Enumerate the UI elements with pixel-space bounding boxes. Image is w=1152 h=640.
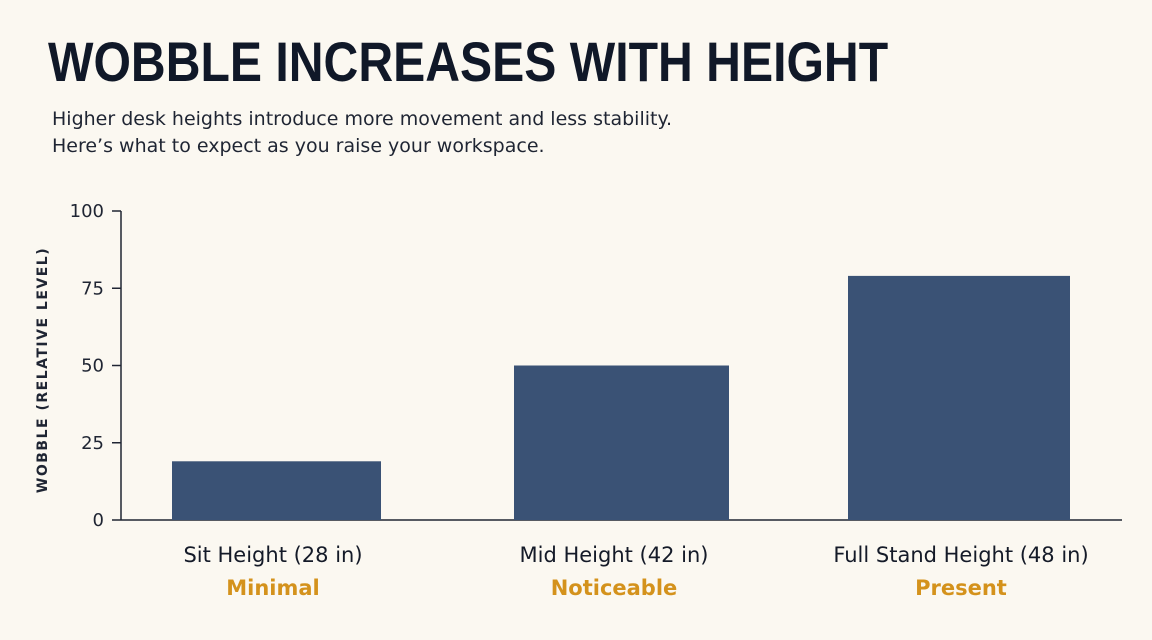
- y-axis-label: WOBBLE (RELATIVE LEVEL): [35, 247, 51, 493]
- x-category-sublabel: Present: [915, 576, 1007, 600]
- chart-title: WOBBLE INCREASES WITH HEIGHT: [48, 30, 889, 93]
- x-labels: Sit Height (28 in) Minimal Mid Height (42 …: [183, 543, 1088, 600]
- subtitle-line-1: Higher desk heights introduce more movem…: [52, 108, 673, 130]
- x-category-label: Mid Height (42 in): [520, 543, 709, 567]
- x-category-label: Sit Height (28 in): [183, 543, 362, 567]
- x-category-sublabel: Noticeable: [551, 576, 678, 600]
- y-tick-label: 75: [81, 278, 104, 299]
- y-tick-label: 50: [81, 356, 104, 377]
- chart-subtitle: Higher desk heights introduce more movem…: [52, 106, 672, 160]
- subtitle-line-2: Here’s what to expect as you raise your …: [52, 135, 545, 157]
- x-category-label: Full Stand Height (48 in): [833, 543, 1088, 567]
- x-category-sublabel: Minimal: [226, 576, 320, 600]
- y-tick-label: 25: [81, 433, 104, 454]
- y-ticks: 0 25 50 75 100: [70, 201, 121, 531]
- bar: [848, 275, 1070, 520]
- bar: [514, 365, 729, 520]
- bar: [172, 461, 381, 520]
- y-tick-label: 0: [93, 510, 104, 531]
- bars: [172, 275, 1070, 520]
- y-tick-label: 100: [70, 201, 104, 222]
